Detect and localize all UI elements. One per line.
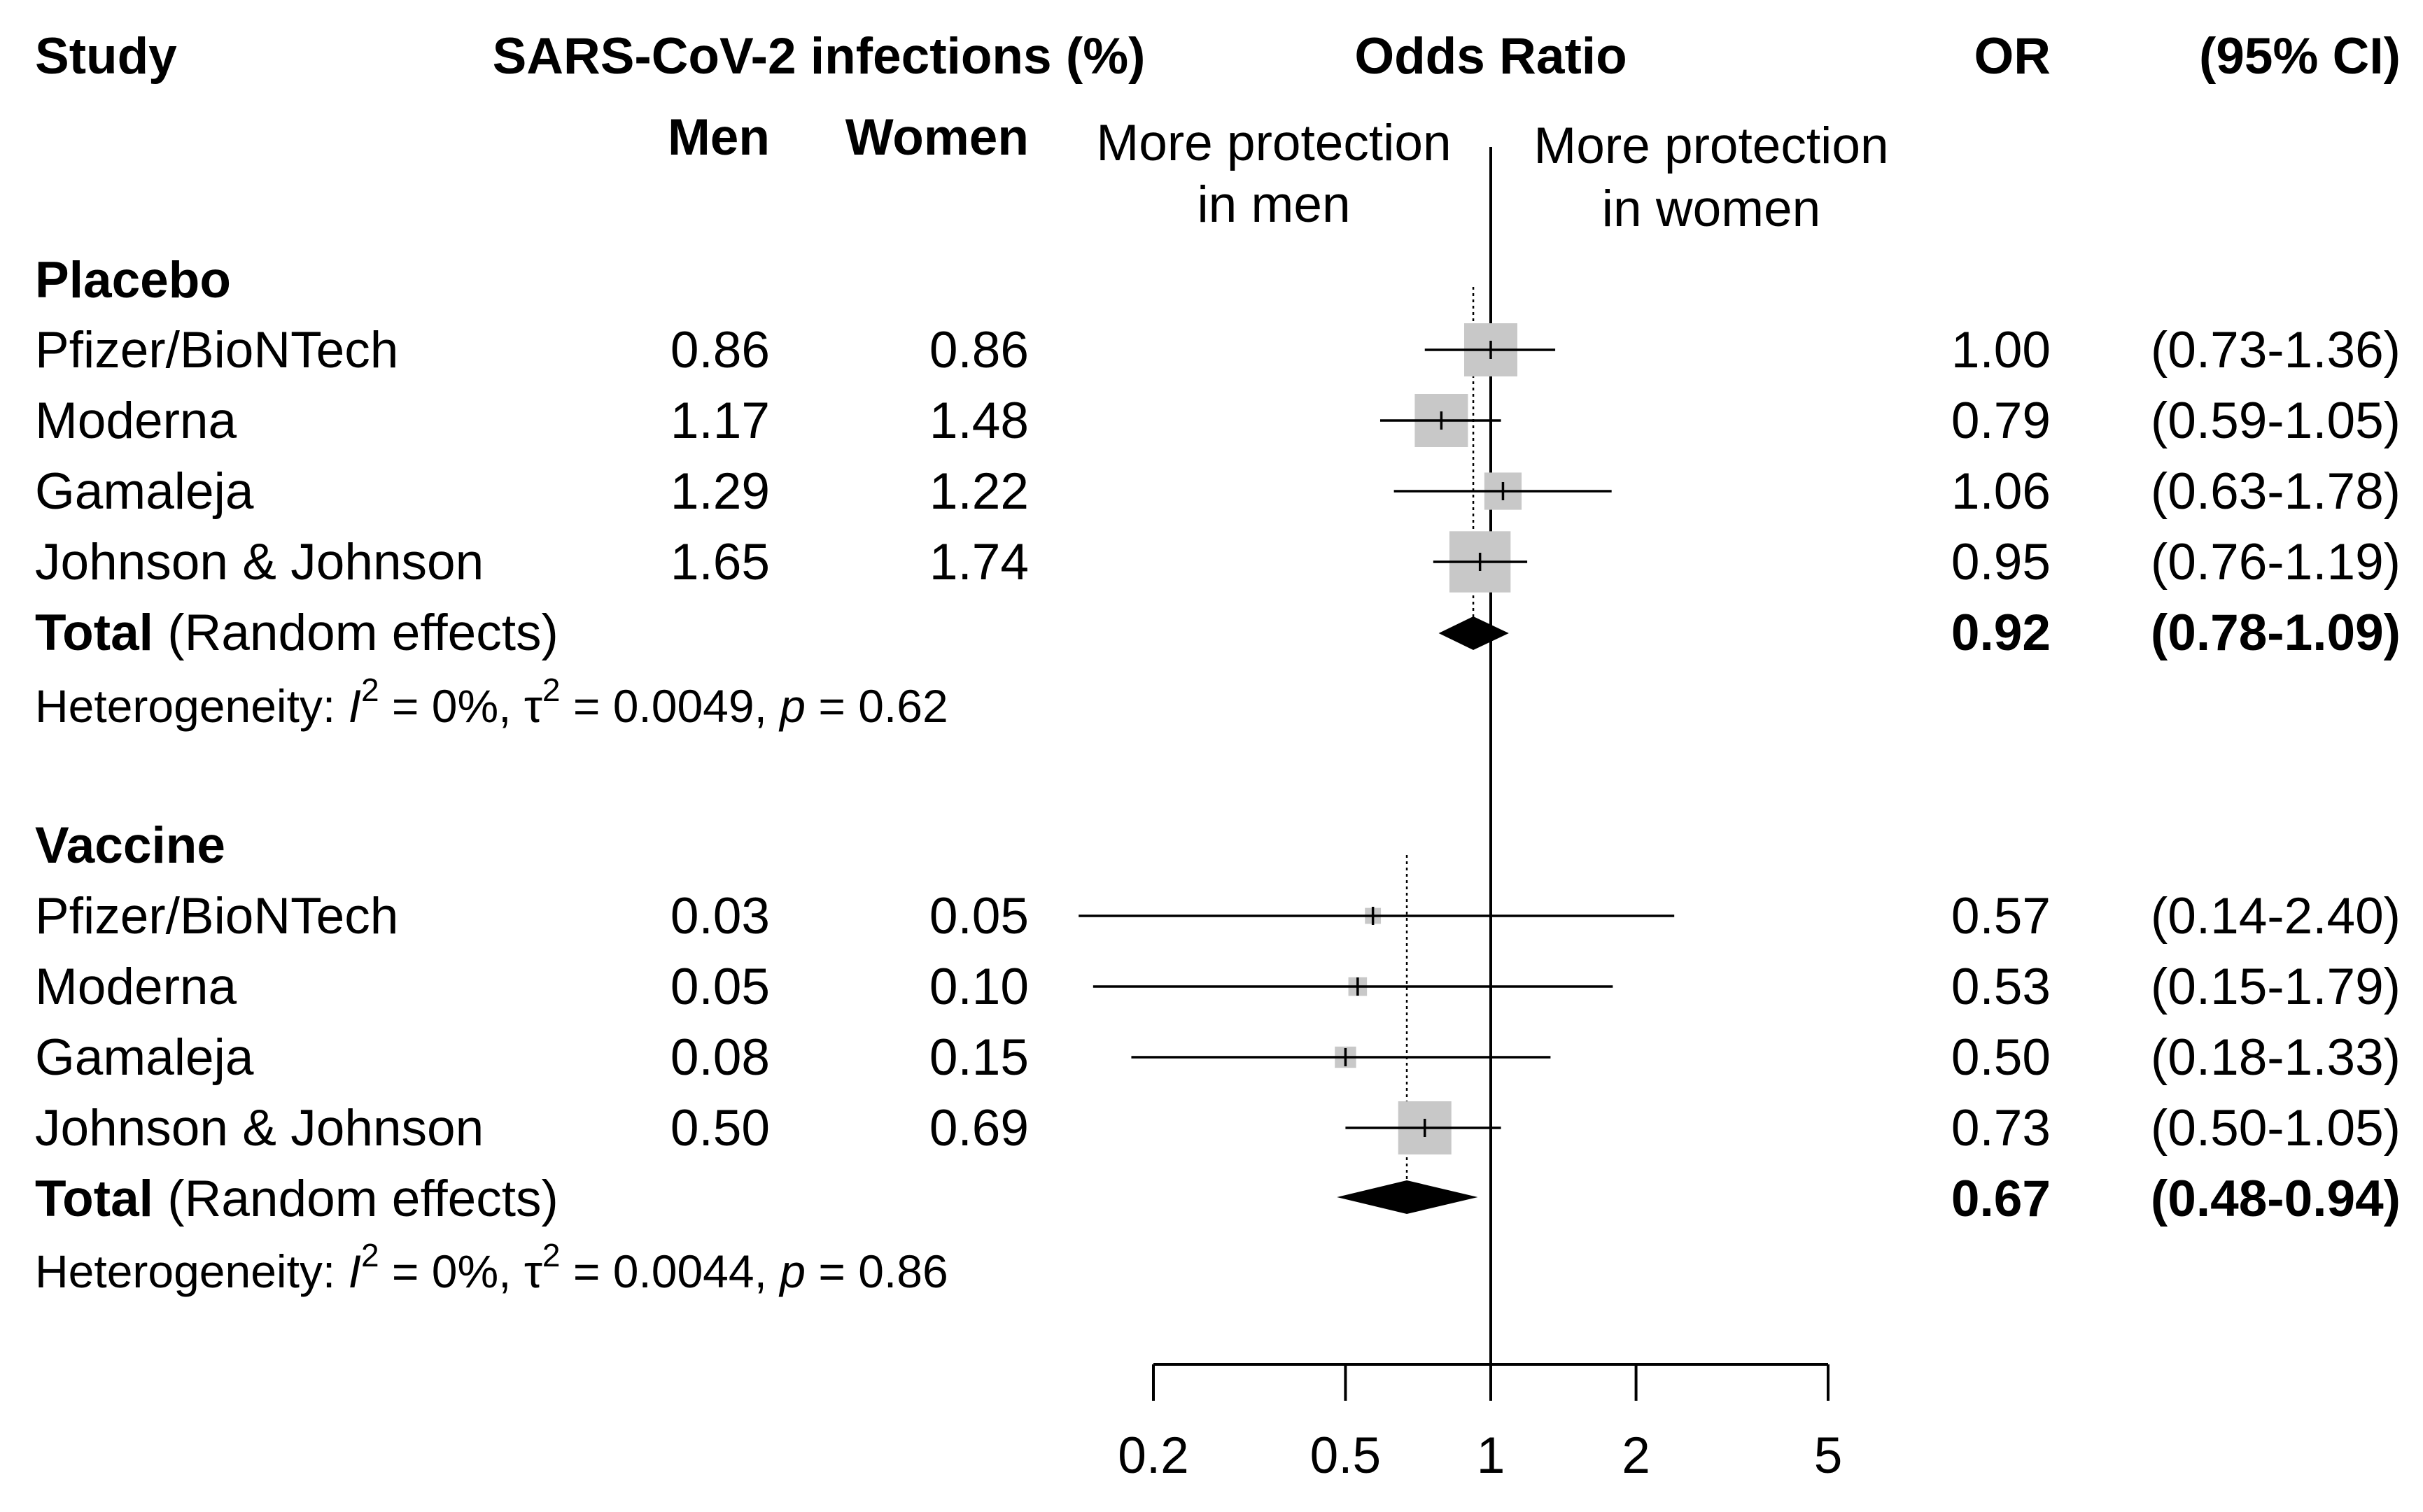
- x-tick-label: 5: [1814, 1427, 1843, 1484]
- women-value: 0.86: [929, 322, 1029, 379]
- column-header-women: Women: [845, 109, 1029, 166]
- women-value: 0.10: [929, 959, 1029, 1015]
- total-row-vaccine: Total (Random effects): [35, 1173, 559, 1224]
- het-tau-val: = 0.0044,: [560, 1245, 780, 1297]
- total-label: Total: [35, 1171, 153, 1227]
- het-p: p: [780, 680, 806, 732]
- total-suffix: (Random effects): [167, 605, 559, 661]
- x-tick-label: 1: [1477, 1427, 1505, 1484]
- pooled-diamond: [1337, 1180, 1478, 1214]
- column-header-men: Men: [668, 109, 770, 166]
- het-i-sup: 2: [360, 1237, 379, 1273]
- study-label: Gamaleja: [35, 1029, 254, 1086]
- ci-value: (0.76-1.19): [2150, 534, 2401, 591]
- pooled-diamond: [1438, 616, 1509, 650]
- or-value: 1.00: [1951, 322, 2051, 379]
- group-title-vaccine: Vaccine: [35, 817, 225, 874]
- het-tau-val: = 0.0049,: [560, 680, 780, 732]
- het-mid: = 0%, τ: [379, 680, 542, 732]
- label-more-protection-men-line2: in men: [1197, 176, 1351, 233]
- het-i: I: [348, 680, 361, 732]
- column-header-infections: SARS-CoV-2 infections (%): [492, 28, 1146, 85]
- total-label: Total: [35, 605, 153, 661]
- or-value: 0.57: [1951, 888, 2051, 945]
- total-ci-value: (0.48-0.94): [2150, 1171, 2401, 1227]
- study-label: Moderna: [35, 393, 237, 449]
- or-value: 0.50: [1951, 1029, 2051, 1086]
- x-tick-label: 0.5: [1310, 1427, 1381, 1484]
- women-value: 0.15: [929, 1029, 1029, 1086]
- heterogeneity-vaccine: Heterogeneity: I2 = 0%, τ2 = 0.0044, p =…: [35, 1239, 948, 1297]
- men-value: 1.65: [670, 534, 770, 591]
- or-value: 1.06: [1951, 463, 2051, 520]
- men-value: 0.03: [670, 888, 770, 945]
- or-value: 0.53: [1951, 959, 2051, 1015]
- total-suffix: (Random effects): [167, 1171, 559, 1227]
- het-tau-sup: 2: [542, 1237, 561, 1273]
- men-value: 0.50: [670, 1100, 770, 1157]
- or-value: 0.79: [1951, 393, 2051, 449]
- het-pval: = 0.86: [805, 1245, 948, 1297]
- men-value: 0.86: [670, 322, 770, 379]
- label-more-protection-men-line1: More protection: [1096, 115, 1452, 171]
- het-prefix: Heterogeneity:: [35, 680, 349, 732]
- study-label: Johnson & Johnson: [35, 1100, 484, 1157]
- women-value: 0.05: [929, 888, 1029, 945]
- total-row-placebo: Total (Random effects): [35, 607, 559, 658]
- men-value: 0.08: [670, 1029, 770, 1086]
- women-value: 1.74: [929, 534, 1029, 591]
- ci-value: (0.15-1.79): [2150, 959, 2401, 1015]
- het-p: p: [780, 1245, 806, 1297]
- x-tick-label: 0.2: [1118, 1427, 1188, 1484]
- men-value: 1.29: [670, 463, 770, 520]
- x-tick-label: 2: [1622, 1427, 1650, 1484]
- study-label: Moderna: [35, 959, 237, 1015]
- women-value: 0.69: [929, 1100, 1029, 1157]
- study-label: Gamaleja: [35, 463, 254, 520]
- label-more-protection-women-line2: in women: [1601, 181, 1821, 237]
- total-ci-value: (0.78-1.09): [2150, 605, 2401, 661]
- ci-value: (0.63-1.78): [2150, 463, 2401, 520]
- men-value: 0.05: [670, 959, 770, 1015]
- ci-value: (0.18-1.33): [2150, 1029, 2401, 1086]
- column-header-study: Study: [35, 28, 177, 85]
- ci-value: (0.50-1.05): [2150, 1100, 2401, 1157]
- study-label: Pfizer/BioNTech: [35, 888, 399, 945]
- het-prefix: Heterogeneity:: [35, 1245, 349, 1297]
- women-value: 1.48: [929, 393, 1029, 449]
- heterogeneity-placebo: Heterogeneity: I2 = 0%, τ2 = 0.0049, p =…: [35, 674, 948, 732]
- women-value: 1.22: [929, 463, 1029, 520]
- het-i: I: [348, 1245, 361, 1297]
- or-value: 0.73: [1951, 1100, 2051, 1157]
- het-tau-sup: 2: [542, 672, 561, 708]
- het-i-sup: 2: [360, 672, 379, 708]
- column-header-ci: (95% CI): [2198, 28, 2401, 85]
- ci-value: (0.73-1.36): [2150, 322, 2401, 379]
- het-mid: = 0%, τ: [379, 1245, 542, 1297]
- study-label: Pfizer/BioNTech: [35, 322, 399, 379]
- column-header-odds-ratio: Odds Ratio: [1354, 28, 1627, 85]
- label-more-protection-women-line1: More protection: [1533, 118, 1889, 174]
- het-pval: = 0.62: [805, 680, 948, 732]
- men-value: 1.17: [670, 393, 770, 449]
- total-or-value: 0.92: [1951, 605, 2051, 661]
- ci-value: (0.59-1.05): [2150, 393, 2401, 449]
- total-or-value: 0.67: [1951, 1171, 2051, 1227]
- ci-value: (0.14-2.40): [2150, 888, 2401, 945]
- or-value: 0.95: [1951, 534, 2051, 591]
- column-header-or: OR: [1974, 28, 2051, 85]
- study-label: Johnson & Johnson: [35, 534, 484, 591]
- group-title-placebo: Placebo: [35, 252, 231, 309]
